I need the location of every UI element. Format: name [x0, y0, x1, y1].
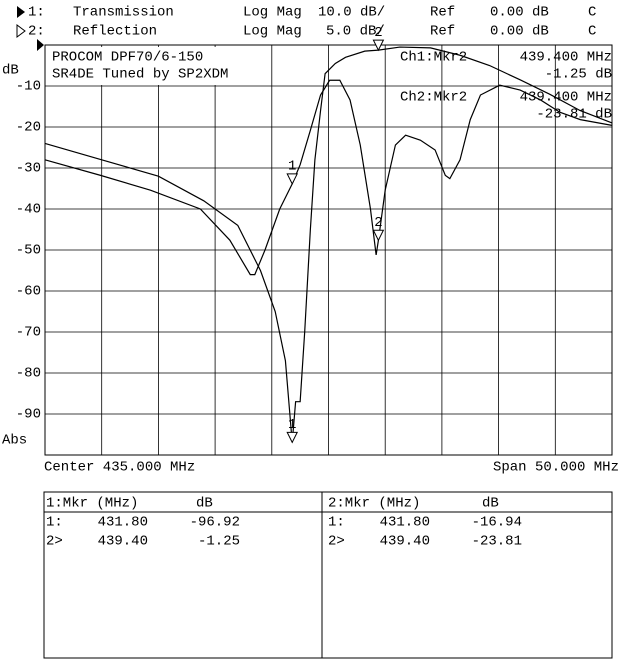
readout-freq: 439.400 MHz: [520, 50, 612, 66]
trace: [44, 79, 613, 276]
ref-label: Ref: [430, 5, 455, 21]
marker-label: 1: [288, 159, 296, 175]
table-cell: -96.92: [190, 515, 240, 531]
table-cell: -16.94: [472, 515, 522, 531]
table-cell: 439.40: [380, 534, 430, 550]
scale: 10.0 dB/: [318, 5, 385, 21]
readout-label: Ch2:Mkr2: [400, 90, 467, 106]
y-axis-label: dB: [2, 63, 19, 79]
chart-title: PROCOM DPF70/6-150: [52, 50, 203, 66]
coupling: C: [588, 24, 596, 40]
table-cell: -1.25: [198, 534, 240, 550]
table-cell: 2>: [328, 534, 345, 550]
table-header: 2:Mkr (MHz): [328, 496, 420, 512]
readout-label: Ch1:Mkr2: [400, 50, 467, 66]
table-cell: -23.81: [472, 534, 522, 550]
y-tick-label: -90: [16, 407, 41, 423]
channel-id: 1:: [28, 5, 45, 21]
marker-triangle: [372, 229, 385, 242]
marker-label: 2: [374, 25, 382, 41]
ref: 0.00 dB: [490, 24, 549, 40]
plot: 1 2 1 2: [44, 25, 613, 455]
readout-value: -1.25 dB: [545, 67, 612, 83]
y-tick-label: -50: [16, 243, 41, 259]
table-cell: 2>: [46, 534, 63, 550]
marker-label: 1: [288, 417, 296, 433]
marker-triangle: [286, 173, 299, 186]
table-cell: 1:: [328, 515, 345, 531]
channel-arrow: [16, 24, 26, 38]
y-tick-label: -30: [16, 161, 41, 177]
marker-label: 2: [374, 215, 382, 231]
title-bg: [50, 47, 260, 85]
format: Log Mag: [243, 24, 302, 40]
ref: 0.00 dB: [490, 5, 549, 21]
y-tick-label: -70: [16, 325, 41, 341]
y-tick-label: -10: [16, 79, 41, 95]
channel-name: Transmission: [73, 5, 174, 21]
y-tick-label: -60: [16, 284, 41, 300]
channel-id: 2:: [28, 24, 45, 40]
y-tick-label: -40: [16, 202, 41, 218]
table-cell: 1:: [46, 515, 63, 531]
table-frame: [43, 491, 613, 659]
marker-triangle: [372, 39, 385, 52]
format: Log Mag: [243, 5, 302, 21]
table-cell: 431.80: [98, 515, 148, 531]
table-cell: 439.40: [98, 534, 148, 550]
ref-arrow: [37, 39, 44, 51]
x-axis-label: Span 50.000 MHz: [493, 460, 619, 476]
readout-freq: 439.400 MHz: [520, 90, 612, 106]
coupling: C: [588, 5, 596, 21]
x-axis-label: Center 435.000 MHz: [44, 460, 195, 476]
trace: [44, 46, 613, 443]
table-cell: 431.80: [380, 515, 430, 531]
active-channel-arrow: [17, 6, 25, 18]
y-axis-label: Abs: [2, 433, 27, 449]
marker-triangle: [286, 431, 299, 444]
scale: 5.0 dB/: [326, 24, 385, 40]
table-header: 1:Mkr (MHz): [46, 496, 138, 512]
table-header: dB: [196, 496, 213, 512]
channel-name: Reflection: [73, 24, 157, 40]
readout-value: -23.81 dB: [536, 107, 612, 123]
y-tick-label: -20: [16, 120, 41, 136]
y-tick-label: -80: [16, 366, 41, 382]
chart-subtitle: SR4DE Tuned by SP2XDM: [52, 67, 228, 83]
ref-label: Ref: [430, 24, 455, 40]
table-header: dB: [482, 496, 499, 512]
